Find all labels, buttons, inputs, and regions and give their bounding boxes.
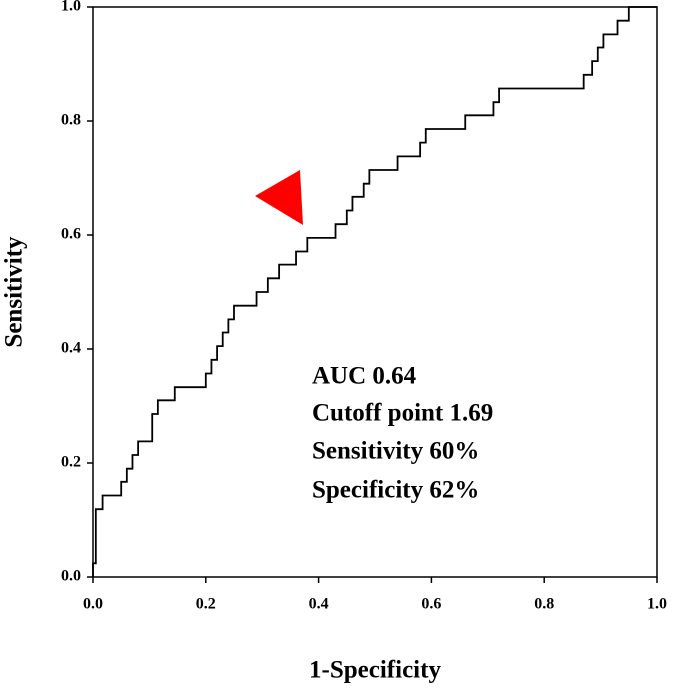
- x-axis-label: 1-Specificity: [309, 657, 441, 684]
- y-tick-label: 0.4: [61, 340, 81, 357]
- roc-curve: [92, 6, 657, 577]
- y-tick-label: 0.0: [61, 568, 81, 585]
- x-tick-label: 0.6: [421, 596, 441, 613]
- annotation: Sensitivity 60%: [312, 438, 479, 465]
- y-tick-label: 0.2: [61, 454, 81, 471]
- x-tick-label: 1.0: [647, 596, 667, 613]
- annotation: Cutoff point 1.69: [312, 400, 493, 427]
- plot-frame: [92, 6, 658, 578]
- y-tick-label: 0.8: [61, 112, 81, 129]
- annotation: AUC 0.64: [312, 363, 417, 390]
- arrow-marker: [255, 170, 303, 225]
- x-tick-label: 0.2: [196, 596, 216, 613]
- x-tick-label: 0.8: [534, 596, 554, 613]
- x-tick-label: 0.4: [309, 596, 329, 613]
- x-tick-label: 0.0: [83, 596, 103, 613]
- y-axis-label: Sensitivity: [1, 236, 28, 348]
- annotation: Specificity 62%: [312, 477, 479, 504]
- y-tick-label: 1.0: [61, 0, 81, 15]
- y-tick-label: 0.6: [61, 226, 81, 243]
